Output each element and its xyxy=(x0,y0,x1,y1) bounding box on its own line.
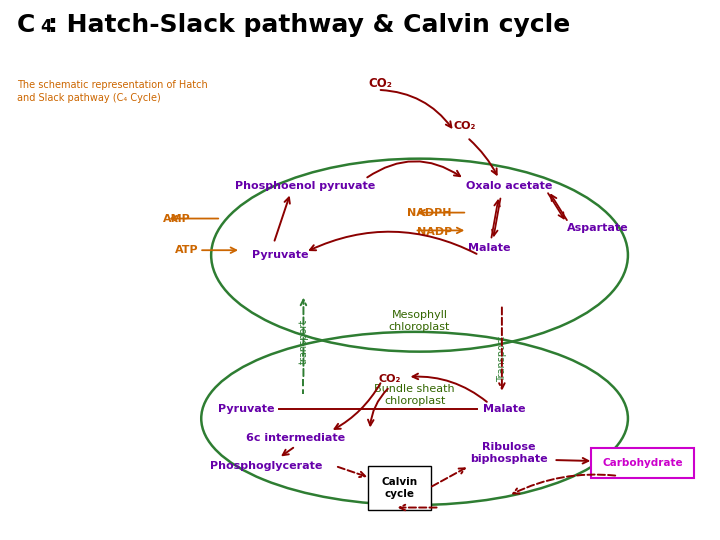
Text: The schematic representation of Hatch
and Slack pathway (C₄ Cycle): The schematic representation of Hatch an… xyxy=(17,80,207,103)
Text: Carbohydrate: Carbohydrate xyxy=(603,458,683,468)
Text: Calvin
cycle: Calvin cycle xyxy=(382,476,418,499)
Text: Bundle sheath
chloroplast: Bundle sheath chloroplast xyxy=(374,384,455,406)
Text: Mesophyll
chloroplast: Mesophyll chloroplast xyxy=(389,309,450,332)
Text: : Hatch-Slack pathway & Calvin cycle: : Hatch-Slack pathway & Calvin cycle xyxy=(48,12,571,37)
Text: CO₂: CO₂ xyxy=(379,374,401,384)
Text: CO₂: CO₂ xyxy=(453,122,475,132)
Text: Oxalo acetate: Oxalo acetate xyxy=(466,181,552,191)
Text: 6c intermediate: 6c intermediate xyxy=(246,433,345,443)
Text: NADPH: NADPH xyxy=(408,207,451,218)
Text: transport: transport xyxy=(298,319,308,364)
Text: Pyruvate: Pyruvate xyxy=(217,403,274,414)
Text: CO₂: CO₂ xyxy=(368,77,392,90)
Text: AMP: AMP xyxy=(163,213,190,224)
FancyBboxPatch shape xyxy=(368,466,431,510)
Text: Pyruvate: Pyruvate xyxy=(253,250,309,260)
Text: ATP: ATP xyxy=(174,245,198,255)
Text: NADP: NADP xyxy=(417,227,452,238)
Text: Malate: Malate xyxy=(482,403,525,414)
Text: Phosphoenol pyruvate: Phosphoenol pyruvate xyxy=(235,181,376,191)
Text: Ribulose
biphosphate: Ribulose biphosphate xyxy=(470,442,548,464)
Text: C: C xyxy=(17,12,35,37)
Text: Transport: Transport xyxy=(497,336,507,382)
Text: Phosphoglycerate: Phosphoglycerate xyxy=(210,461,322,471)
Text: Aspartate: Aspartate xyxy=(567,224,629,233)
Text: Malate: Malate xyxy=(468,243,510,253)
FancyBboxPatch shape xyxy=(591,448,694,478)
Text: 4: 4 xyxy=(40,18,52,36)
